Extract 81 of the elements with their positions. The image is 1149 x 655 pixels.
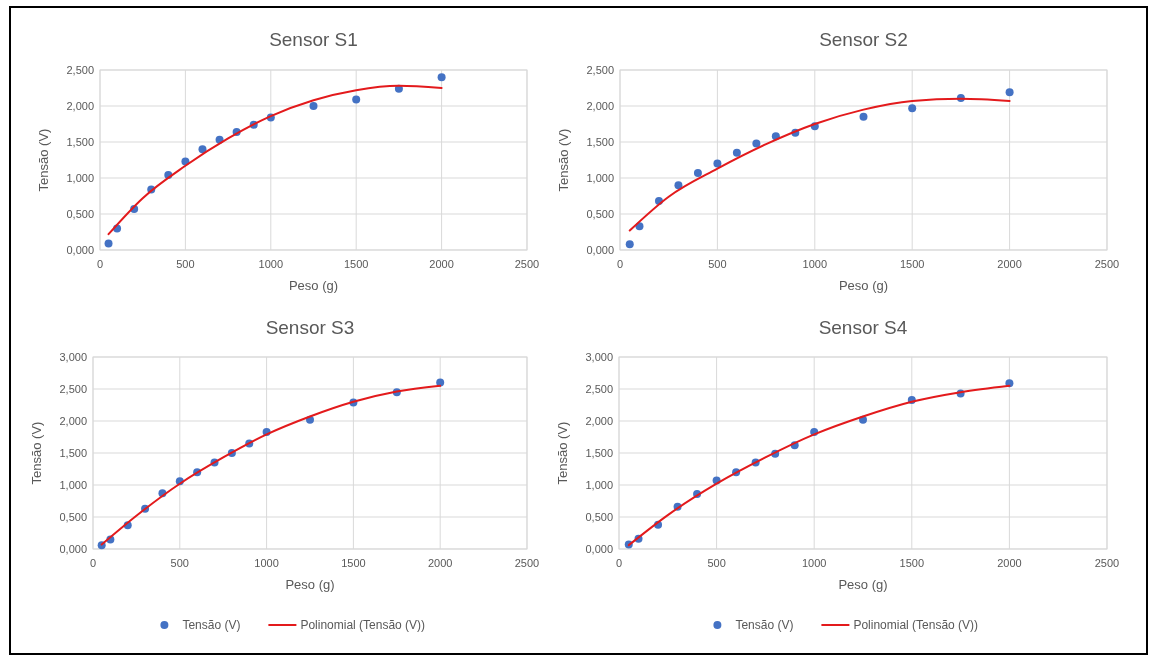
x-tick-label: 2000 bbox=[997, 258, 1022, 270]
y-tick-label: 0,000 bbox=[585, 542, 613, 555]
y-tick-label: 0,000 bbox=[586, 243, 614, 256]
point bbox=[713, 159, 722, 168]
y-axis-title: Tensão (V) bbox=[556, 128, 571, 192]
x-axis-title: Peso (g) bbox=[288, 278, 339, 293]
y-tick-label: 2,500 bbox=[585, 382, 613, 395]
x-tick-label: 2000 bbox=[429, 258, 454, 270]
chart-title: Sensor S2 bbox=[819, 29, 908, 50]
chart-title: Sensor S3 bbox=[265, 317, 355, 338]
y-tick-label: 1,000 bbox=[585, 478, 613, 491]
y-axis-title: Tensão (V) bbox=[555, 421, 570, 485]
y-tick-label: 3,000 bbox=[585, 350, 613, 363]
legend-label: Polinomial (Tensão (V)) bbox=[300, 618, 426, 633]
y-tick-label: 2,000 bbox=[59, 414, 87, 427]
x-axis-title: Peso (g) bbox=[838, 577, 888, 592]
point bbox=[674, 181, 683, 190]
y-tick-label: 1,500 bbox=[59, 446, 87, 459]
y-tick-label: 0,500 bbox=[66, 207, 94, 220]
x-tick-label: 500 bbox=[170, 557, 189, 569]
y-tick-label: 1,500 bbox=[66, 135, 94, 148]
x-axis-title: Peso (g) bbox=[285, 577, 335, 592]
x-tick-label: 1000 bbox=[802, 258, 828, 270]
x-tick-label: 2500 bbox=[1094, 557, 1120, 569]
y-tick-label: 2,500 bbox=[586, 63, 614, 76]
y-axis-title: Tensão (V) bbox=[29, 421, 44, 485]
point bbox=[1005, 88, 1014, 97]
y-tick-label: 0,500 bbox=[59, 510, 87, 523]
point bbox=[437, 73, 446, 82]
x-tick-label: 1500 bbox=[341, 557, 366, 569]
x-axis-title: Peso (g) bbox=[838, 278, 889, 293]
y-tick-label: 1,000 bbox=[586, 171, 614, 184]
point bbox=[309, 102, 318, 110]
x-tick-label: 500 bbox=[708, 258, 727, 270]
y-tick-label: 3,000 bbox=[59, 350, 87, 363]
x-tick-label: 1500 bbox=[899, 557, 925, 569]
y-tick-label: 2,000 bbox=[586, 99, 614, 112]
y-tick-label: 2,000 bbox=[66, 99, 94, 112]
x-tick-label: 500 bbox=[176, 258, 195, 270]
x-tick-label: 1000 bbox=[254, 557, 279, 569]
point bbox=[859, 112, 868, 121]
y-tick-label: 0,500 bbox=[586, 207, 614, 220]
y-tick-label: 1,000 bbox=[66, 171, 94, 184]
x-tick-label: 1000 bbox=[258, 258, 284, 270]
point bbox=[625, 240, 634, 249]
x-tick-label: 500 bbox=[707, 557, 726, 569]
x-tick-label: 2500 bbox=[514, 258, 540, 270]
x-tick-label: 0 bbox=[96, 258, 104, 270]
y-tick-label: 1,500 bbox=[586, 135, 614, 148]
y-axis-title: Tensão (V) bbox=[36, 128, 51, 192]
point bbox=[352, 95, 361, 104]
point bbox=[732, 148, 741, 157]
chart-title: Sensor S4 bbox=[818, 317, 908, 338]
x-tick-label: 0 bbox=[615, 557, 623, 569]
legend-label: Polinomial (Tensão (V)) bbox=[853, 618, 979, 633]
y-tick-label: 2,000 bbox=[585, 414, 613, 427]
x-tick-label: 1500 bbox=[899, 258, 925, 270]
point bbox=[908, 104, 917, 113]
y-tick-label: 1,500 bbox=[585, 446, 613, 459]
y-tick-label: 1,000 bbox=[59, 478, 87, 491]
chart-title: Sensor S1 bbox=[269, 29, 358, 50]
x-tick-label: 0 bbox=[89, 557, 97, 569]
x-tick-label: 2000 bbox=[997, 557, 1022, 569]
x-tick-label: 0 bbox=[616, 258, 624, 270]
line-series bbox=[107, 84, 443, 236]
x-tick-label: 2500 bbox=[1094, 258, 1120, 270]
point bbox=[693, 168, 702, 177]
legend-label: Tensão (V) bbox=[735, 618, 794, 633]
x-tick-label: 1000 bbox=[801, 557, 827, 569]
x-tick-label: 1500 bbox=[343, 258, 369, 270]
legend-label: Tensão (V) bbox=[182, 618, 241, 633]
point bbox=[104, 239, 113, 248]
y-tick-label: 0,000 bbox=[59, 542, 87, 555]
x-tick-label: 2500 bbox=[514, 557, 540, 569]
point bbox=[752, 139, 761, 148]
y-tick-label: 2,500 bbox=[59, 382, 87, 395]
y-tick-label: 0,500 bbox=[585, 510, 613, 523]
x-tick-label: 2000 bbox=[427, 557, 453, 569]
y-tick-label: 0,000 bbox=[66, 243, 94, 256]
point bbox=[198, 145, 207, 154]
y-tick-label: 2,500 bbox=[66, 63, 94, 76]
